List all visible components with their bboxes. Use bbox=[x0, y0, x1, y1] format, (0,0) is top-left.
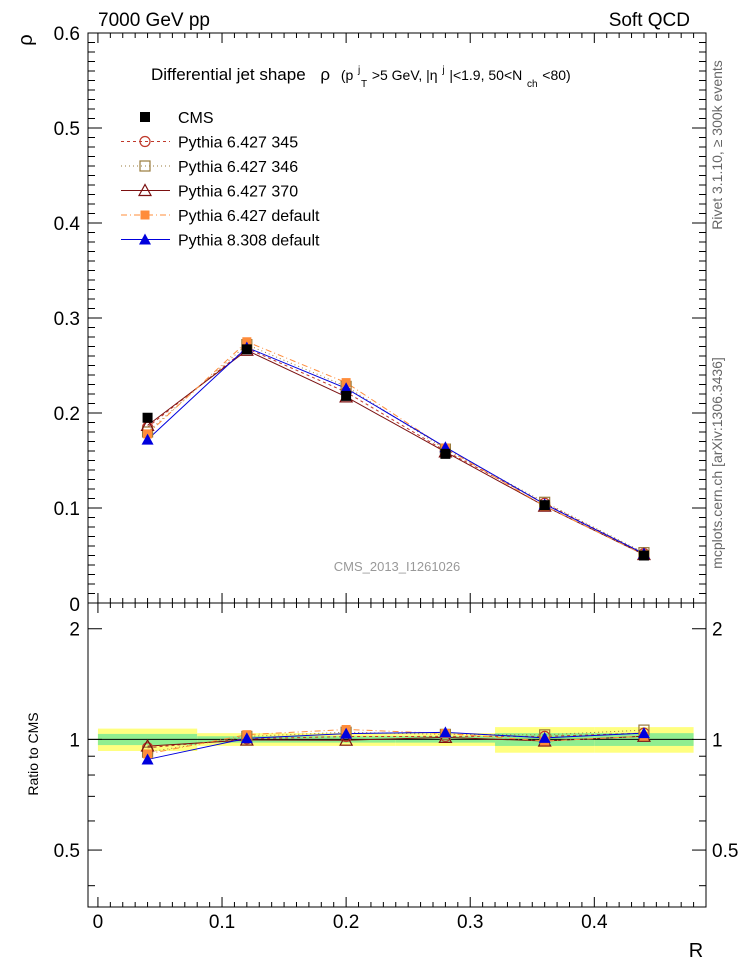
ratio-point bbox=[141, 753, 154, 765]
legend-marker bbox=[139, 160, 151, 172]
legend-label: Pythia 6.427 346 bbox=[178, 159, 298, 176]
series-line-main bbox=[147, 341, 645, 555]
title-cond2: >5 GeV, |η bbox=[372, 67, 438, 83]
legend-entry: Pythia 8.308 default bbox=[121, 233, 320, 250]
series-line-ratio bbox=[147, 732, 644, 749]
y-tick-label: 0.4 bbox=[54, 214, 81, 235]
ratio-point bbox=[240, 732, 253, 744]
title-cond3: |<1.9, 50<N bbox=[449, 67, 522, 83]
plot-title: Differential jet shape ρ (p j T >5 GeV, … bbox=[151, 58, 571, 91]
x-tick-label: 0 bbox=[93, 912, 104, 933]
series-lines bbox=[147, 341, 645, 760]
title-sup-j2: j bbox=[441, 65, 444, 76]
series-point bbox=[340, 382, 353, 394]
title-cond4: <80) bbox=[542, 67, 570, 83]
ratio-tick-label-left: 1 bbox=[69, 730, 80, 751]
title-sup-j1: j bbox=[357, 65, 360, 76]
legend-marker bbox=[139, 233, 151, 245]
legend-label: Pythia 6.427 370 bbox=[178, 184, 298, 201]
ratio-point bbox=[340, 727, 353, 739]
legend-label: CMS bbox=[178, 110, 214, 127]
legend-marker bbox=[139, 135, 151, 148]
ratio-point bbox=[339, 732, 354, 746]
cms-data-point bbox=[440, 448, 451, 459]
ratio-point bbox=[637, 727, 650, 739]
ratio-tick-label-left: 0.5 bbox=[54, 841, 80, 862]
legend-entry: Pythia 6.427 345 bbox=[121, 135, 298, 152]
side-rivet-label: Rivet 3.1.10, ≥ 300k events bbox=[709, 60, 725, 230]
tick-labels: 0 0.1 0.2 0.3 0.4 0.1 0.2 0.3 0.4 0.5 0.6 0 0.5 0.5 1 1… bbox=[54, 24, 739, 933]
ratio-axis-label: Ratio to CMS bbox=[25, 712, 41, 795]
ratio-point bbox=[439, 726, 452, 738]
series-point bbox=[141, 433, 154, 445]
legend-marker bbox=[137, 183, 153, 197]
legend: CMS Pythia 6.427 345 Pythia 6.427 346 Pythi… bbox=[121, 110, 320, 250]
title-main: Differential jet shape bbox=[151, 65, 306, 84]
x-tick-label: 0.1 bbox=[209, 912, 235, 933]
cms-data-point bbox=[638, 550, 649, 561]
x-tick-label: 0.2 bbox=[333, 912, 359, 933]
legend-marker bbox=[140, 112, 150, 122]
title-sub-t: T bbox=[361, 79, 367, 90]
cms-data-point bbox=[241, 344, 252, 355]
ratio-tick-label-left: 2 bbox=[69, 620, 80, 641]
legend-entry: CMS bbox=[140, 110, 214, 127]
ratio-tick-label-right: 2 bbox=[712, 620, 723, 641]
series-line-ratio bbox=[147, 728, 644, 755]
series-line-main bbox=[147, 346, 645, 555]
legend-label: Pythia 8.308 default bbox=[178, 233, 320, 250]
legend-entry: Pythia 6.427 370 bbox=[121, 183, 298, 201]
y-tick-label: 0.2 bbox=[54, 404, 80, 425]
cms-data-point bbox=[142, 412, 153, 423]
ratio-uncertainty-bands bbox=[88, 727, 694, 753]
cms-data-point bbox=[539, 500, 550, 511]
x-axis-label: R bbox=[689, 940, 703, 962]
ratio-tick-label-right: 1 bbox=[712, 730, 723, 751]
series-line-ratio bbox=[147, 731, 644, 760]
y-tick-label: 0.6 bbox=[54, 24, 80, 45]
title-rho: ρ bbox=[320, 65, 330, 84]
title-sub-ch: ch bbox=[527, 79, 538, 90]
series-line-main bbox=[147, 344, 645, 554]
y-axis-label: ρ bbox=[15, 34, 37, 45]
legend-entry: Pythia 6.427 default bbox=[121, 208, 320, 225]
legend-label: Pythia 6.427 345 bbox=[178, 135, 298, 152]
ratio-tick-label-right: 0.5 bbox=[712, 841, 738, 862]
watermark: CMS_2013_I1261026 bbox=[334, 559, 461, 574]
series-markers bbox=[140, 337, 651, 765]
y-tick-label: 0.5 bbox=[54, 119, 80, 140]
x-tick-label: 0.3 bbox=[457, 912, 483, 933]
cms-data-point bbox=[341, 390, 352, 401]
header-right: Soft QCD bbox=[609, 10, 690, 31]
series-line-main bbox=[147, 349, 645, 555]
y-tick-label: 0.3 bbox=[54, 309, 80, 330]
ratio-point bbox=[538, 731, 551, 743]
y-tick-label: 0.1 bbox=[54, 499, 80, 520]
y-tick-label-zero: 0 bbox=[69, 595, 80, 616]
x-tick-label: 0.4 bbox=[581, 912, 608, 933]
series-line-main bbox=[147, 347, 645, 555]
legend-label: Pythia 6.427 default bbox=[178, 208, 320, 225]
header-left: 7000 GeV pp bbox=[98, 10, 210, 31]
legend-entry: Pythia 6.427 346 bbox=[121, 159, 298, 176]
title-cond1: (p bbox=[341, 67, 354, 83]
ratio-plot-frame bbox=[87, 602, 707, 908]
axis-ticks bbox=[88, 32, 706, 907]
legend-marker bbox=[140, 210, 150, 220]
side-mcplots-label: mcplots.cern.ch [arXiv:1306.3436] bbox=[709, 357, 725, 569]
